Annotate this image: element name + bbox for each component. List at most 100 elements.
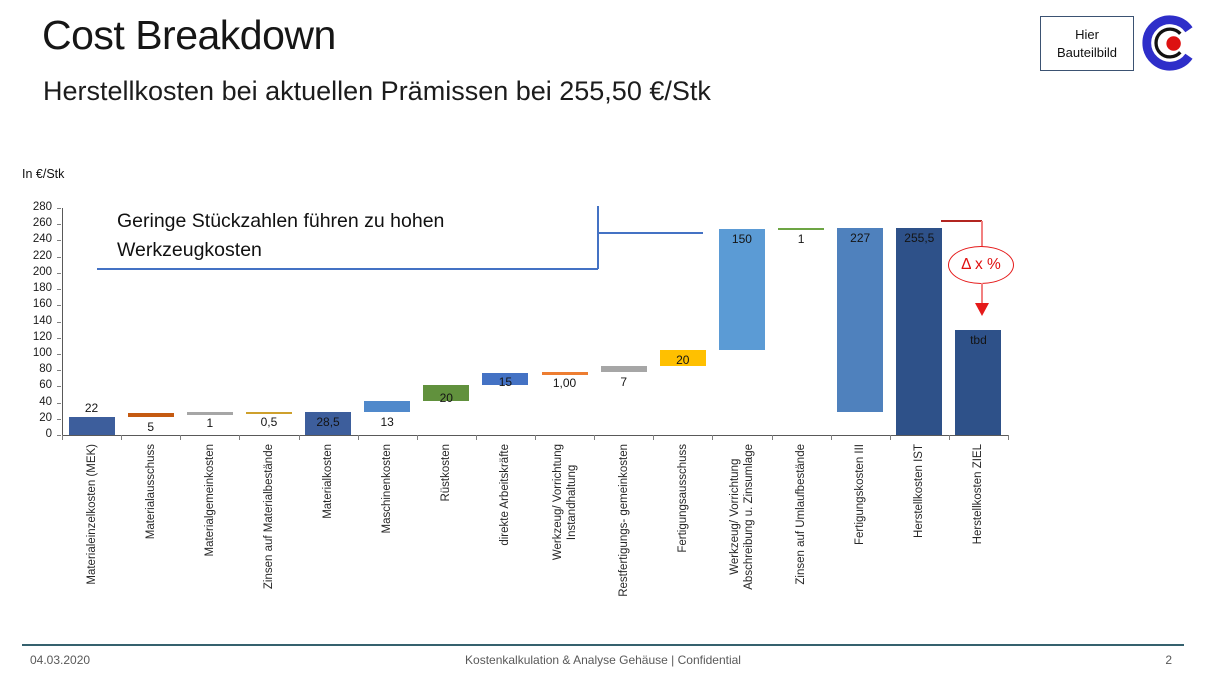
x-axis-tick-mark — [357, 435, 359, 440]
category-label: Rüstkosten — [440, 444, 453, 502]
category-label: Maschinenkosten — [381, 444, 394, 534]
page-title: Cost Breakdown — [42, 12, 336, 58]
y-axis-tick-mark — [57, 337, 61, 339]
page-subtitle: Herstellkosten bei aktuellen Prämissen b… — [43, 76, 711, 106]
waterfall-bar — [305, 411, 352, 435]
x-axis-tick-mark — [830, 435, 832, 440]
x-axis-tick-mark — [771, 435, 773, 440]
y-axis-tick-label: 280 — [32, 201, 52, 213]
y-axis-unit-label: In €/Stk — [22, 167, 65, 181]
y-axis-tick-label: 220 — [32, 249, 52, 262]
category-label: Zinsen auf Materialbestände — [262, 444, 275, 590]
category-label: Werkzeug/ Vorrichtung Abschreibung u. Zi… — [728, 444, 755, 590]
category-label: Restfertigungs- gemeinkosten — [617, 444, 630, 597]
footer-divider — [22, 644, 1184, 646]
x-axis-tick-mark — [948, 435, 950, 440]
logo-red-dot — [1166, 36, 1181, 51]
x-axis-tick-mark — [475, 435, 477, 440]
y-axis-tick-label: 180 — [32, 282, 52, 295]
bar-value-label: tbd — [970, 332, 987, 347]
bar-value-label: 22 — [84, 401, 99, 416]
footer-date: 04.03.2020 — [30, 653, 91, 667]
logo-outer-c — [1142, 15, 1193, 71]
y-axis-tick-mark — [57, 256, 61, 258]
category-label: Herstellkosten ZIEL — [972, 444, 985, 545]
y-axis-tick-mark — [57, 224, 61, 226]
y-axis-tick-label: 20 — [39, 411, 52, 424]
x-axis-tick-mark — [889, 435, 891, 440]
callout-underline — [97, 268, 598, 270]
bar-value-label: 20 — [676, 353, 690, 368]
x-axis-tick-mark — [121, 435, 123, 440]
category-label: Werkzeug/ Vorrichtung Instandhaltung — [551, 444, 578, 561]
bar-value-label: 28,5 — [316, 414, 340, 429]
waterfall-bar — [659, 350, 706, 367]
y-axis-tick-mark — [57, 240, 61, 242]
y-axis-tick-label: 200 — [32, 265, 52, 278]
footer-title: Kostenkalkulation & Analyse Gehäuse | Co… — [465, 653, 741, 667]
y-axis-tick-mark — [57, 435, 61, 436]
logo-inner-c — [1154, 27, 1182, 59]
waterfall-bar — [186, 412, 233, 415]
category-label: Materialeinzelkosten (MEK) — [85, 444, 98, 585]
x-axis-tick-mark — [416, 435, 418, 440]
delta-percentage-badge: Δ x % — [948, 246, 1014, 284]
x-axis-tick-mark — [1008, 435, 1009, 440]
waterfall-bar — [541, 372, 588, 375]
y-axis-tick-label: 40 — [39, 395, 52, 408]
y-axis-tick-mark — [57, 353, 61, 355]
category-label: Materialgemeinkosten — [203, 444, 216, 557]
bar-value-label: 1 — [797, 231, 805, 246]
x-axis-tick-mark — [653, 435, 655, 440]
waterfall-bar — [127, 413, 174, 418]
waterfall-bar — [718, 228, 765, 351]
waterfall-bar — [245, 411, 292, 415]
y-axis-tick-mark — [57, 272, 61, 274]
y-axis-tick-mark — [57, 386, 61, 388]
callout-connector-line — [597, 232, 703, 234]
chart-annotation-text: Geringe Stückzahlen führen zu hohen Werk… — [117, 210, 445, 261]
y-axis-tick-mark — [57, 208, 61, 209]
y-axis-tick-label: 260 — [32, 217, 52, 230]
y-axis-tick-mark — [57, 402, 61, 404]
waterfall-bar — [955, 329, 1002, 435]
category-label: Materialausschuss — [144, 444, 157, 540]
waterfall-bar — [364, 401, 411, 412]
category-label: Herstellkosten IST — [913, 444, 926, 538]
y-axis-tick-label: 60 — [39, 379, 52, 392]
x-axis-tick-mark — [594, 435, 596, 440]
part-image-placeholder: Hier Bauteilbild — [1040, 16, 1134, 71]
y-axis-tick-label: 80 — [39, 363, 52, 376]
footer-page-number: 2 — [1165, 653, 1172, 667]
waterfall-bar — [600, 366, 647, 373]
delta-line-horizontal — [941, 220, 982, 222]
bar-value-label: 0,5 — [260, 415, 278, 430]
y-axis-tick-mark — [57, 418, 61, 420]
waterfall-bar — [482, 372, 529, 386]
category-label: Zinsen auf Umlaufbestände — [795, 444, 808, 585]
y-axis-tick-label: 0 — [45, 428, 52, 440]
waterfall-bar — [68, 417, 115, 435]
bar-value-label: 1,00 — [552, 375, 577, 390]
delta-arrow-icon — [975, 303, 989, 316]
category-label: Materialkosten — [322, 444, 335, 519]
y-axis-tick-label: 140 — [32, 314, 52, 327]
y-axis-tick-label: 240 — [32, 233, 52, 246]
y-axis-tick-mark — [57, 305, 61, 307]
bar-value-label: 227 — [850, 230, 871, 245]
bar-value-label: 15 — [498, 375, 513, 390]
category-label: direkte Arbeitskräfte — [499, 444, 512, 546]
bar-value-label: 5 — [147, 420, 155, 435]
delta-line-vertical-top — [981, 221, 983, 247]
x-axis-tick-mark — [712, 435, 714, 440]
bar-value-label: 1 — [206, 416, 214, 431]
x-axis-tick-mark — [239, 435, 241, 440]
waterfall-bar — [837, 227, 884, 412]
x-axis-tick-mark — [535, 435, 536, 440]
x-axis-tick-mark — [180, 435, 182, 440]
category-label: Fertigungskosten III — [854, 444, 867, 545]
y-axis-tick-mark — [57, 289, 61, 291]
y-axis-tick-label: 120 — [32, 330, 52, 343]
bar-value-label: 7 — [620, 375, 628, 390]
